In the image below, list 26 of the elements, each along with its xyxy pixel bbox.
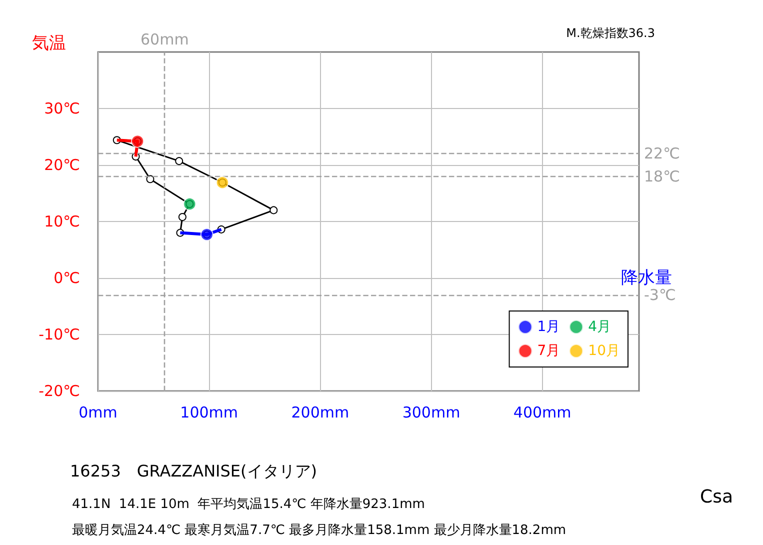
legend-label: 10月 bbox=[588, 343, 620, 359]
ref-line-label: -3℃ bbox=[644, 286, 676, 304]
ref-line-label: 22℃ bbox=[644, 144, 680, 163]
text: 41.1N 14.1E 10m 年平均気温15.4℃ 年降水量923.1mm bbox=[72, 497, 425, 512]
x-tick-label: 100mm bbox=[180, 404, 238, 422]
x-tick-label: 300mm bbox=[402, 404, 460, 422]
ref-line-label: 18℃ bbox=[644, 167, 680, 186]
legend-label: 7月 bbox=[537, 343, 560, 359]
y-tick-label: 20℃ bbox=[44, 156, 80, 174]
text: Csa bbox=[700, 486, 734, 508]
x-tick-label: 200mm bbox=[291, 404, 350, 422]
x-axis-title: 降水量 bbox=[621, 268, 672, 288]
text: M.乾燥指数36.3 bbox=[566, 26, 656, 40]
y-tick-label: -20℃ bbox=[38, 382, 80, 400]
y-tick-label: 0℃ bbox=[54, 269, 80, 287]
text: 最暖月気温24.4℃ 最寒月気温7.7℃ 最多月降水量158.1mm 最少月降水量18.2mm bbox=[72, 522, 566, 538]
legend-label: 4月 bbox=[588, 319, 612, 335]
y-tick-label: 30℃ bbox=[44, 100, 80, 118]
x-tick-label: 0mm bbox=[78, 404, 118, 422]
text: 16253 GRAZZANISE(イタリア) bbox=[70, 462, 318, 480]
y-tick-label: 10℃ bbox=[44, 212, 80, 230]
x-tick-label: 400mm bbox=[513, 404, 572, 422]
y-axis-title: 気温 bbox=[32, 34, 66, 54]
y-tick-label: -10℃ bbox=[38, 326, 80, 344]
legend-label: 1月 bbox=[537, 319, 560, 335]
ref-line-label: 60mm bbox=[140, 30, 189, 48]
